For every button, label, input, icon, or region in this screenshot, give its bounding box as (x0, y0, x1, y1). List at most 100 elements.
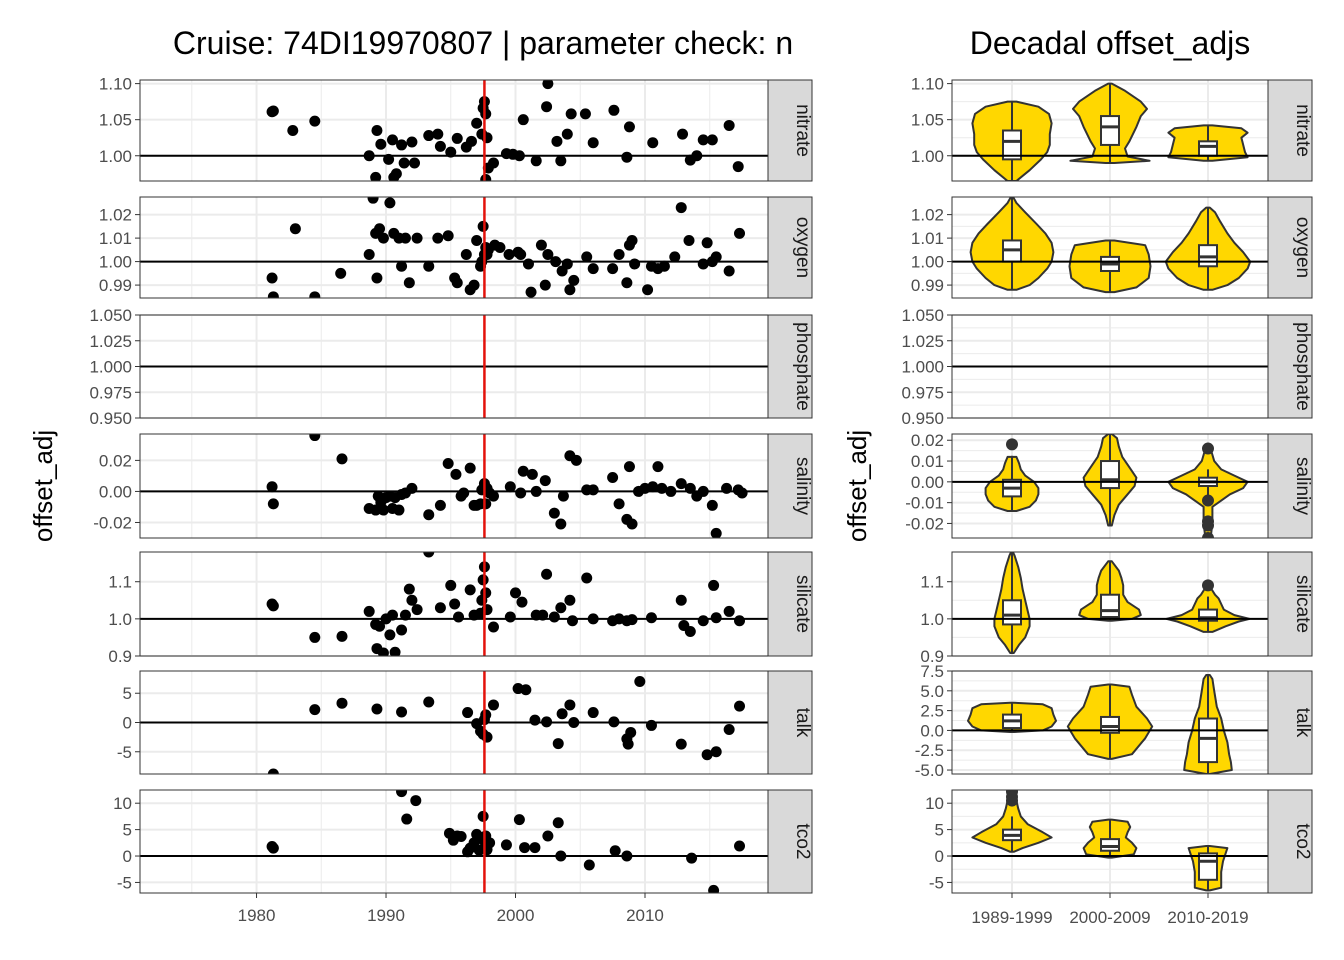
y-tick-label: 0.99 (99, 276, 132, 295)
data-point (723, 265, 735, 277)
data-point (697, 258, 709, 270)
data-point (464, 462, 476, 474)
data-point (336, 453, 348, 465)
data-point (477, 220, 489, 232)
y-tick-label: 0 (123, 847, 132, 866)
data-point (399, 609, 411, 621)
facet-strip (767, 314, 813, 419)
data-point (480, 108, 492, 120)
facet-strip (1267, 551, 1313, 657)
y-tick-label: 1.00 (99, 147, 132, 166)
scatter-panel-oxygen: 0.99 1.00 1.01 1.02 oxygen (99, 196, 813, 299)
data-point (462, 707, 474, 719)
boxplot-box (1100, 460, 1120, 490)
data-point (570, 454, 582, 466)
facet-strip-label: talk (792, 708, 813, 738)
data-point (677, 128, 689, 140)
y-tick-label: 0.9 (920, 647, 944, 666)
data-point (309, 704, 321, 716)
y-tick-label: -0.02 (93, 513, 132, 532)
y-tick-label: -0.02 (905, 514, 944, 533)
data-point (568, 717, 580, 728)
data-point (561, 258, 573, 270)
boxplot-box (1100, 593, 1120, 619)
data-point (556, 708, 568, 720)
data-point (403, 583, 415, 595)
data-point (647, 137, 659, 149)
data-point (386, 134, 398, 146)
data-point (587, 613, 599, 625)
data-point (723, 605, 735, 617)
data-point (309, 291, 321, 298)
data-point (701, 749, 713, 761)
data-point (732, 161, 744, 173)
facet-strip (767, 79, 813, 182)
data-point (465, 135, 477, 147)
data-point (626, 614, 638, 626)
violins-group (971, 790, 1229, 892)
data-point (471, 234, 483, 246)
data-point (734, 700, 746, 712)
y-tick-label: 1.025 (901, 332, 944, 351)
data-point (697, 485, 709, 497)
y-tick-label: 1.0 (108, 610, 132, 629)
boxplot-outlier (1006, 438, 1018, 451)
data-point (494, 242, 506, 253)
y-tick-label: -5 (117, 873, 132, 892)
facet-strip-label: oxygen (1292, 217, 1313, 278)
data-point (526, 468, 538, 480)
data-point (390, 168, 402, 180)
data-point (691, 150, 703, 162)
data-point (471, 117, 483, 129)
facet-strip-label: silicate (1292, 575, 1313, 633)
data-point (517, 114, 529, 126)
facet-strip (1267, 670, 1313, 775)
data-point (442, 457, 454, 469)
data-point (530, 485, 542, 497)
y-tick-label: -0.01 (905, 494, 944, 513)
data-point (555, 518, 567, 530)
y-tick-label: 1.1 (108, 573, 132, 592)
points-group (267, 676, 746, 774)
facet-strip-label: phosphate (1292, 322, 1313, 411)
data-point (621, 277, 633, 289)
facet-strip (767, 551, 813, 657)
data-point (686, 852, 698, 864)
data-point (608, 104, 620, 116)
data-point (530, 155, 542, 167)
data-point (371, 703, 383, 715)
violin-panel-silicate: 0.9 1.0 1.1 silicate (920, 551, 1313, 666)
data-point (410, 795, 422, 807)
facet-strip-label: nitrate (792, 104, 813, 157)
data-point (581, 572, 593, 584)
data-point (613, 498, 625, 510)
facet-strip-label: tco2 (792, 824, 813, 860)
data-point (396, 624, 408, 636)
data-point (550, 256, 562, 268)
y-tick-label: 1.0 (920, 610, 944, 629)
data-point (675, 478, 687, 490)
data-point (458, 487, 470, 499)
boxplot-outlier (1202, 579, 1214, 592)
facet-strip (1267, 79, 1313, 182)
data-point (484, 837, 496, 849)
data-point (510, 587, 522, 599)
y-tick-label: 0.99 (911, 276, 944, 295)
data-point (266, 481, 278, 493)
data-point (613, 249, 625, 261)
facet-strip-label: phosphate (792, 322, 813, 411)
data-point (455, 830, 467, 842)
data-point (406, 482, 418, 494)
data-point (710, 251, 722, 263)
data-point (396, 790, 408, 798)
y-tick-label: 0.975 (89, 383, 132, 402)
data-point (336, 630, 348, 642)
data-point (587, 484, 599, 496)
scatter-panel-talk: -5 0 5 talk (117, 670, 813, 775)
boxplot-outlier (1006, 794, 1018, 807)
data-point (608, 716, 620, 728)
data-point (697, 615, 709, 627)
left-y-axis-label: offset_adj (28, 430, 58, 542)
data-point (434, 140, 446, 152)
boxplot-box (1198, 717, 1218, 764)
